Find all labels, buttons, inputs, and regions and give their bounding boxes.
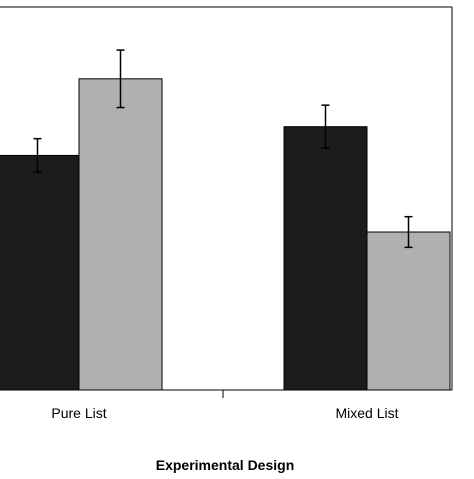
bar-series-2-pure-list xyxy=(78,78,163,391)
error-bar-series-1-pure-list xyxy=(33,137,42,173)
bar-series-2-mixed-list xyxy=(366,231,451,391)
x-tick-label-mixed-list: Mixed List xyxy=(335,405,398,421)
x-tick-label-pure-list: Pure List xyxy=(51,405,106,421)
bar-series-1-mixed-list xyxy=(283,126,368,391)
error-bar-series-2-pure-list xyxy=(116,49,125,109)
x-axis-title: Experimental Design xyxy=(156,457,295,473)
error-bar-series-2-mixed-list xyxy=(404,215,413,249)
bar-series-1-pure-list xyxy=(0,154,80,391)
error-bar-series-1-mixed-list xyxy=(321,104,330,149)
bars-layer xyxy=(0,49,451,391)
